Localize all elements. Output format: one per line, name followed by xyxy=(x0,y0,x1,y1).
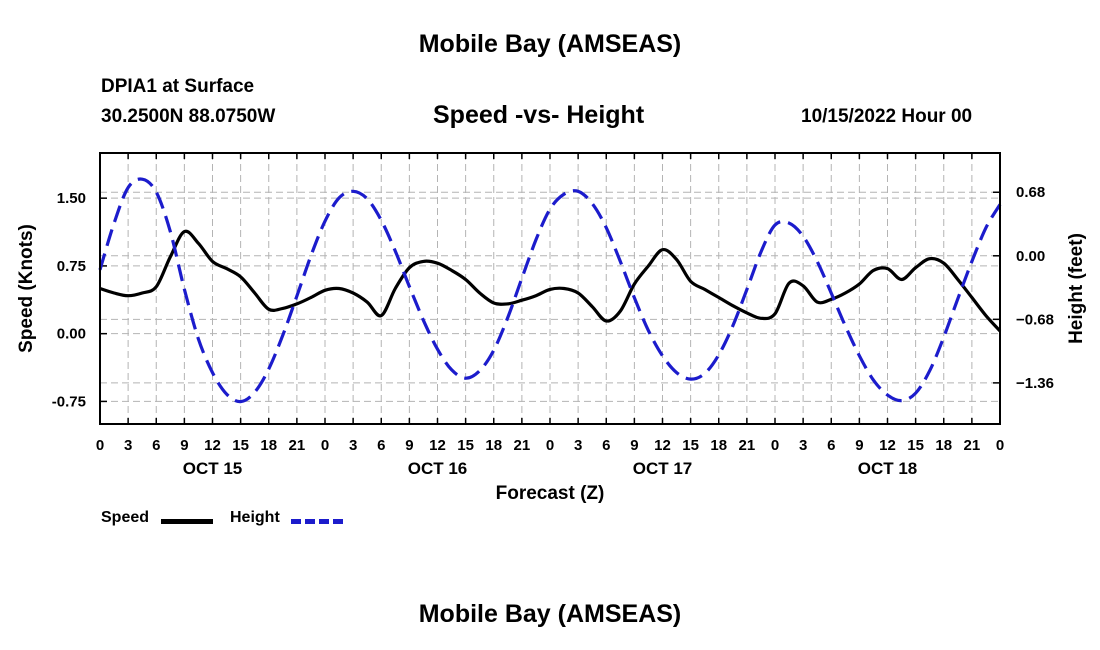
x-date-label: OCT 16 xyxy=(408,459,468,478)
forecast-timestamp: 10/15/2022 Hour 00 xyxy=(801,106,973,127)
y-left-tick-label: 0.00 xyxy=(57,326,86,343)
legend-speed-swatch xyxy=(161,519,213,524)
x-date-label: OCT 15 xyxy=(183,459,243,478)
legend-height-label: Height xyxy=(230,509,280,526)
legend-speed-label: Speed xyxy=(101,509,150,526)
x-tick-label: 12 xyxy=(204,437,221,454)
plot-frame xyxy=(99,152,1001,425)
y-right-tick-label: −1.36 xyxy=(1016,375,1054,392)
x-tick-label: 6 xyxy=(152,437,160,454)
series-line-height xyxy=(98,177,1002,404)
x-tick-label: 6 xyxy=(377,437,385,454)
x-tick-label: 0 xyxy=(996,437,1004,454)
x-tick-label: 12 xyxy=(654,437,671,454)
chart-subtitle: Speed -vs- Height xyxy=(433,101,645,129)
x-tick-label: 12 xyxy=(429,437,446,454)
y-right-tick-label: −0.68 xyxy=(1016,311,1054,328)
legend-height-swatch xyxy=(291,519,343,524)
y-right-axis-label: Height (feet) xyxy=(1066,233,1087,344)
x-tick-label: 9 xyxy=(405,437,413,454)
y-left-tick-label: 0.75 xyxy=(57,258,86,275)
y-left-tick-label: -0.75 xyxy=(52,393,86,410)
x-tick-label: 3 xyxy=(799,437,807,454)
x-date-label: OCT 17 xyxy=(633,459,693,478)
x-date-label: OCT 18 xyxy=(858,459,918,478)
x-tick-label: 0 xyxy=(546,437,554,454)
x-tick-label: 15 xyxy=(232,437,249,454)
x-tick-label: 9 xyxy=(180,437,188,454)
x-axis-label: Forecast (Z) xyxy=(496,483,605,504)
station-coordinates: 30.2500N 88.0750W xyxy=(101,106,276,127)
y-right-tick-label: 0.00 xyxy=(1016,248,1045,265)
x-tick-label: 21 xyxy=(964,437,981,454)
x-tick-label: 12 xyxy=(879,437,896,454)
x-tick-label: 18 xyxy=(485,437,502,454)
x-tick-label: 6 xyxy=(827,437,835,454)
x-tick-label: 21 xyxy=(289,437,306,454)
x-tick-label: 18 xyxy=(710,437,727,454)
x-tick-label: 15 xyxy=(907,437,924,454)
chart-title: Mobile Bay (AMSEAS) xyxy=(418,30,682,58)
x-tick-label: 18 xyxy=(260,437,277,454)
series-line-speed xyxy=(99,229,1002,333)
x-tick-label: 15 xyxy=(457,437,474,454)
x-tick-label: 21 xyxy=(739,437,756,454)
x-tick-label: 15 xyxy=(682,437,699,454)
station-label: DPIA1 at Surface xyxy=(101,76,255,97)
x-tick-label: 0 xyxy=(321,437,329,454)
x-tick-label: 3 xyxy=(349,437,357,454)
y-right-tick-label: 0.68 xyxy=(1016,184,1045,201)
x-tick-label: 0 xyxy=(771,437,779,454)
x-tick-label: 3 xyxy=(574,437,582,454)
x-tick-label: 0 xyxy=(96,437,104,454)
x-tick-label: 9 xyxy=(855,437,863,454)
y-left-tick-label: 1.50 xyxy=(57,190,86,207)
x-tick-label: 6 xyxy=(602,437,610,454)
x-tick-label: 9 xyxy=(630,437,638,454)
x-tick-label: 3 xyxy=(124,437,132,454)
footer-title: Mobile Bay (AMSEAS) xyxy=(418,600,682,628)
x-tick-label: 21 xyxy=(514,437,531,454)
x-tick-label: 18 xyxy=(935,437,952,454)
y-left-axis-label: Speed (Knots) xyxy=(16,224,37,353)
